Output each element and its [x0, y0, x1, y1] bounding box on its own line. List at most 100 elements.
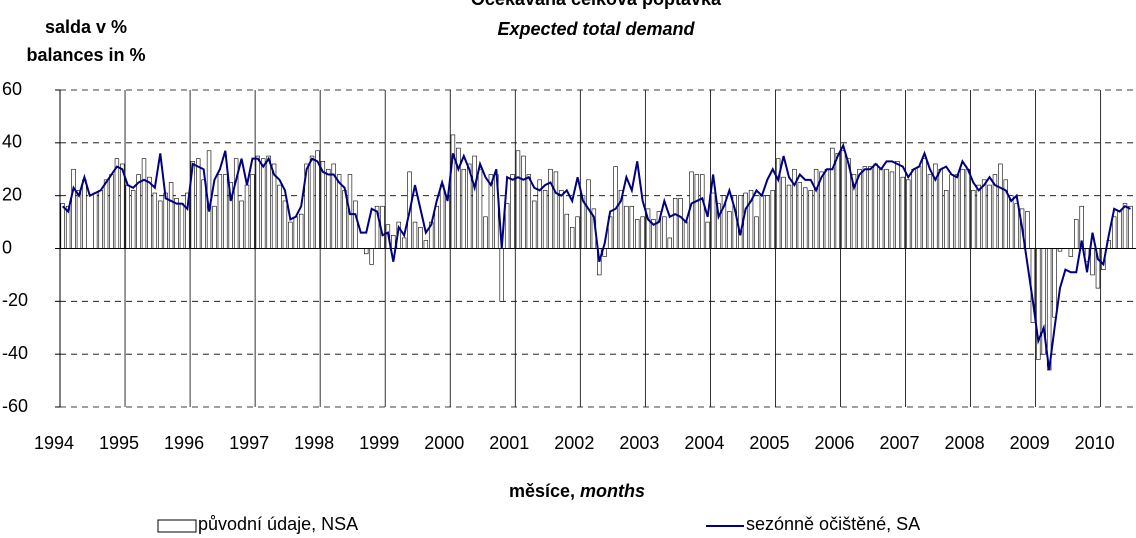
bar	[82, 179, 87, 249]
bar	[212, 205, 217, 249]
bar	[179, 203, 185, 249]
bar	[521, 155, 526, 249]
y-tick-label: 0	[2, 237, 12, 257]
bar	[710, 192, 716, 249]
bar	[998, 163, 1003, 249]
bar	[862, 166, 868, 249]
bar	[255, 155, 261, 249]
bar	[298, 213, 304, 249]
bar	[277, 184, 282, 249]
y-tick-label: 20	[2, 184, 22, 204]
x-tick-label: 1994	[34, 433, 74, 453]
bar	[71, 168, 76, 249]
bar	[770, 190, 775, 249]
bar	[326, 168, 331, 249]
bar	[266, 155, 271, 249]
bar	[1074, 219, 1079, 249]
bar	[803, 187, 808, 249]
bar	[147, 176, 152, 249]
bar	[461, 168, 466, 249]
bar	[336, 174, 342, 249]
bar	[141, 158, 147, 249]
bar	[569, 227, 575, 249]
bar	[694, 174, 700, 249]
bar	[109, 174, 114, 249]
bar	[1025, 211, 1030, 249]
bar	[532, 200, 537, 249]
x-tick-label: 2008	[945, 433, 985, 453]
bar	[239, 200, 244, 249]
chart-subtitle: Expected total demand	[497, 19, 695, 39]
legend-swatch	[157, 519, 197, 533]
bar	[781, 176, 786, 249]
bar	[250, 174, 255, 249]
y-tick-label: 60	[2, 79, 22, 99]
bar	[244, 184, 250, 249]
bar	[391, 234, 396, 249]
bar	[943, 190, 949, 249]
bar	[954, 174, 960, 249]
bar	[786, 184, 792, 249]
x-tick-label: 1997	[229, 433, 269, 453]
y-axis-label-en: balances in %	[26, 45, 145, 65]
bar	[808, 190, 813, 249]
bar	[223, 174, 228, 249]
bar	[120, 163, 125, 249]
bar	[483, 216, 488, 249]
bar	[916, 166, 922, 249]
bar	[76, 190, 82, 249]
bar	[320, 161, 326, 249]
chart-title: Očekávaná celková poptávka	[471, 0, 722, 9]
bar	[499, 248, 504, 302]
bar	[629, 205, 635, 249]
bar	[136, 174, 141, 249]
bar	[949, 174, 954, 249]
bar	[976, 184, 981, 249]
bar	[445, 195, 450, 249]
legend-label: sezónně očištěné, SA	[746, 514, 920, 534]
y-tick-label: -20	[2, 290, 28, 310]
bar	[526, 174, 532, 249]
bar	[705, 221, 710, 249]
bar	[158, 200, 163, 249]
bar	[927, 174, 933, 249]
sa-line	[62, 142, 1131, 371]
bar	[309, 155, 315, 249]
bar	[201, 179, 206, 249]
x-axis-label-en: months	[580, 481, 645, 501]
bar	[401, 237, 407, 249]
bar	[700, 174, 705, 249]
bar	[640, 216, 645, 249]
bar	[515, 150, 521, 249]
bar	[878, 168, 884, 249]
bar	[987, 184, 992, 249]
bar	[288, 221, 293, 249]
bar	[1111, 216, 1117, 249]
bar	[911, 168, 916, 249]
bar	[900, 176, 906, 249]
bar	[564, 213, 569, 249]
bar	[1052, 248, 1057, 318]
legend-label: původní údaje, NSA	[198, 514, 358, 534]
bar	[450, 134, 456, 249]
bar	[965, 168, 971, 249]
bar	[971, 190, 976, 249]
bar	[586, 179, 591, 249]
bar	[261, 158, 266, 249]
y-tick-label: -40	[2, 343, 28, 363]
bar	[542, 190, 548, 249]
bar	[889, 171, 895, 249]
bar	[103, 179, 109, 249]
x-tick-label: 2003	[619, 433, 659, 453]
bar	[163, 192, 168, 249]
y-axis-label: salda v %	[45, 17, 127, 37]
x-tick-label: 2004	[684, 433, 724, 453]
x-tick-label: 1996	[164, 433, 204, 453]
bar	[477, 168, 483, 249]
bar	[548, 168, 553, 249]
x-tick-label: 2005	[749, 433, 789, 453]
bar	[125, 184, 130, 249]
x-tick-label: 2009	[1010, 433, 1050, 453]
bar	[1014, 203, 1019, 249]
bar	[981, 179, 987, 249]
